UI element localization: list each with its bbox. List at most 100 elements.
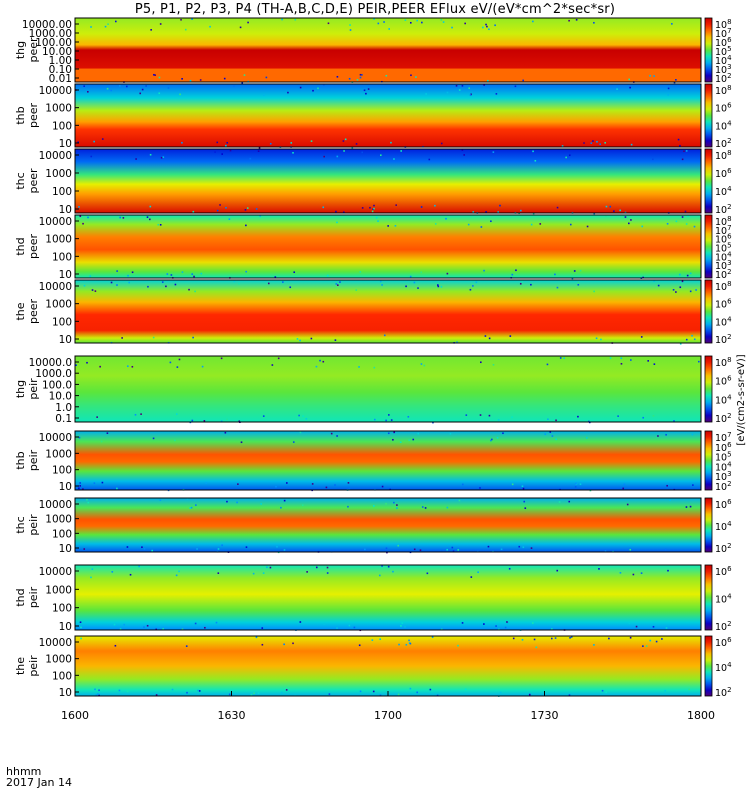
noise-speck bbox=[520, 209, 522, 212]
noise-speck bbox=[245, 224, 247, 227]
noise-speck bbox=[669, 499, 671, 501]
noise-speck bbox=[506, 621, 508, 623]
noise-speck bbox=[620, 357, 623, 360]
colorbar-label: [eV/(cm2-s-sr-eV)] bbox=[736, 354, 747, 445]
noise-speck bbox=[570, 636, 573, 638]
noise-speck bbox=[479, 487, 481, 489]
noise-speck bbox=[306, 571, 308, 573]
noise-speck bbox=[301, 504, 304, 506]
noise-speck bbox=[250, 693, 253, 696]
noise-speck bbox=[236, 501, 238, 504]
noise-speck bbox=[364, 548, 366, 551]
noise-speck bbox=[577, 283, 580, 286]
noise-speck bbox=[664, 548, 667, 551]
colorbar bbox=[704, 635, 713, 697]
noise-speck bbox=[158, 92, 161, 95]
noise-speck bbox=[666, 222, 669, 225]
noise-speck bbox=[409, 642, 412, 645]
noise-speck bbox=[685, 506, 688, 508]
noise-speck bbox=[488, 414, 491, 417]
colorbar-tick-label: 102 bbox=[715, 542, 732, 555]
noise-speck bbox=[568, 500, 571, 503]
noise-speck bbox=[380, 154, 382, 157]
noise-speck bbox=[319, 359, 321, 362]
noise-speck bbox=[91, 289, 94, 291]
x-tick-label: 1800 bbox=[687, 709, 715, 722]
noise-speck bbox=[492, 363, 495, 366]
noise-speck bbox=[116, 487, 118, 490]
noise-speck bbox=[440, 285, 443, 288]
noise-speck bbox=[451, 546, 454, 549]
y-axis-label: thb bbox=[14, 451, 27, 469]
noise-speck bbox=[359, 271, 362, 273]
noise-speck bbox=[131, 365, 134, 368]
noise-speck bbox=[283, 549, 286, 551]
y-tick-label: 1.00 bbox=[49, 55, 72, 67]
noise-speck bbox=[377, 220, 379, 222]
noise-speck bbox=[152, 336, 155, 339]
y-tick-label: 100 bbox=[52, 465, 72, 477]
noise-speck bbox=[83, 284, 86, 287]
noise-speck bbox=[480, 361, 482, 364]
noise-speck bbox=[217, 548, 220, 550]
noise-speck bbox=[246, 207, 249, 209]
noise-speck bbox=[593, 290, 595, 293]
y-axis-label: peir bbox=[27, 586, 40, 608]
noise-speck bbox=[253, 692, 255, 695]
noise-speck bbox=[672, 289, 675, 291]
noise-speck bbox=[421, 21, 423, 24]
noise-speck bbox=[415, 76, 417, 78]
noise-speck bbox=[653, 363, 656, 365]
colorbar-tick-label: 108 bbox=[715, 84, 732, 97]
noise-speck bbox=[596, 140, 598, 143]
noise-speck bbox=[500, 548, 503, 551]
noise-speck bbox=[434, 204, 436, 207]
noise-speck bbox=[586, 437, 588, 439]
noise-speck bbox=[630, 359, 632, 361]
noise-speck bbox=[191, 419, 194, 422]
noise-speck bbox=[413, 548, 416, 551]
spectrogram-panel bbox=[75, 215, 701, 278]
noise-speck bbox=[385, 547, 388, 550]
noise-speck bbox=[336, 627, 338, 629]
noise-speck bbox=[675, 291, 677, 293]
y-tick-label: 100 bbox=[52, 603, 72, 615]
noise-speck bbox=[93, 140, 95, 143]
noise-speck bbox=[378, 574, 381, 577]
noise-speck bbox=[628, 222, 630, 225]
noise-speck bbox=[252, 572, 255, 575]
noise-speck bbox=[181, 271, 184, 273]
noise-speck bbox=[392, 570, 394, 573]
noise-speck bbox=[385, 502, 387, 505]
noise-speck bbox=[226, 141, 229, 144]
noise-speck bbox=[223, 77, 226, 80]
noise-speck bbox=[373, 204, 375, 207]
colorbar-tick-label: 106 bbox=[715, 565, 732, 578]
noise-speck bbox=[82, 222, 84, 225]
colorbar bbox=[704, 564, 713, 631]
noise-speck bbox=[336, 221, 338, 224]
noise-speck bbox=[127, 274, 129, 277]
y-tick-label: 1000 bbox=[45, 299, 72, 311]
noise-speck bbox=[292, 441, 295, 443]
noise-speck bbox=[188, 288, 190, 291]
noise-speck bbox=[90, 26, 92, 28]
noise-speck bbox=[240, 441, 243, 444]
noise-speck bbox=[495, 93, 498, 95]
noise-speck bbox=[530, 223, 533, 226]
noise-speck bbox=[348, 624, 351, 627]
noise-speck bbox=[423, 364, 426, 367]
noise-speck bbox=[527, 84, 529, 86]
noise-speck bbox=[127, 365, 129, 368]
noise-speck bbox=[568, 154, 571, 157]
noise-speck bbox=[588, 420, 590, 423]
noise-speck bbox=[442, 21, 445, 23]
noise-speck bbox=[390, 141, 392, 144]
panel-frame bbox=[74, 430, 702, 491]
noise-speck bbox=[632, 573, 635, 576]
noise-speck bbox=[317, 87, 319, 90]
y-tick-label: 1000 bbox=[45, 234, 72, 246]
noise-speck bbox=[409, 275, 412, 278]
noise-speck bbox=[401, 622, 404, 624]
noise-speck bbox=[477, 571, 479, 574]
